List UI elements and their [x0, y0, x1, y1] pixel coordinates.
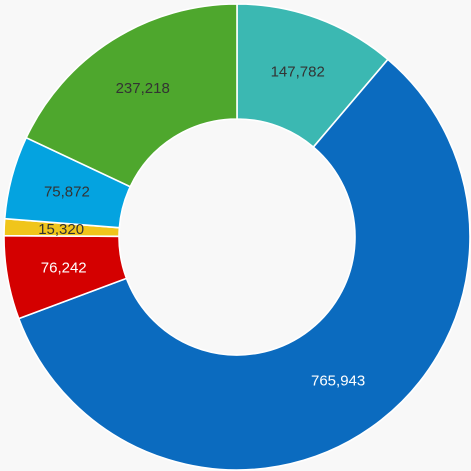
slices-group — [3, 3, 471, 471]
labels-group: 147,782 765,943 76,242 15,320 75,872 237,218 — [38, 63, 365, 389]
slice-value-label: 76,242 — [41, 259, 87, 276]
slice-value-label: 15,320 — [38, 221, 84, 238]
slice-value-label: 765,943 — [311, 373, 365, 390]
slice-value-label: 147,782 — [271, 63, 325, 80]
donut-slice[interactable] — [17, 58, 471, 471]
slice-value-label: 237,218 — [116, 80, 170, 97]
donut-slice[interactable] — [25, 3, 238, 188]
slice-value-label: 75,872 — [44, 183, 90, 200]
